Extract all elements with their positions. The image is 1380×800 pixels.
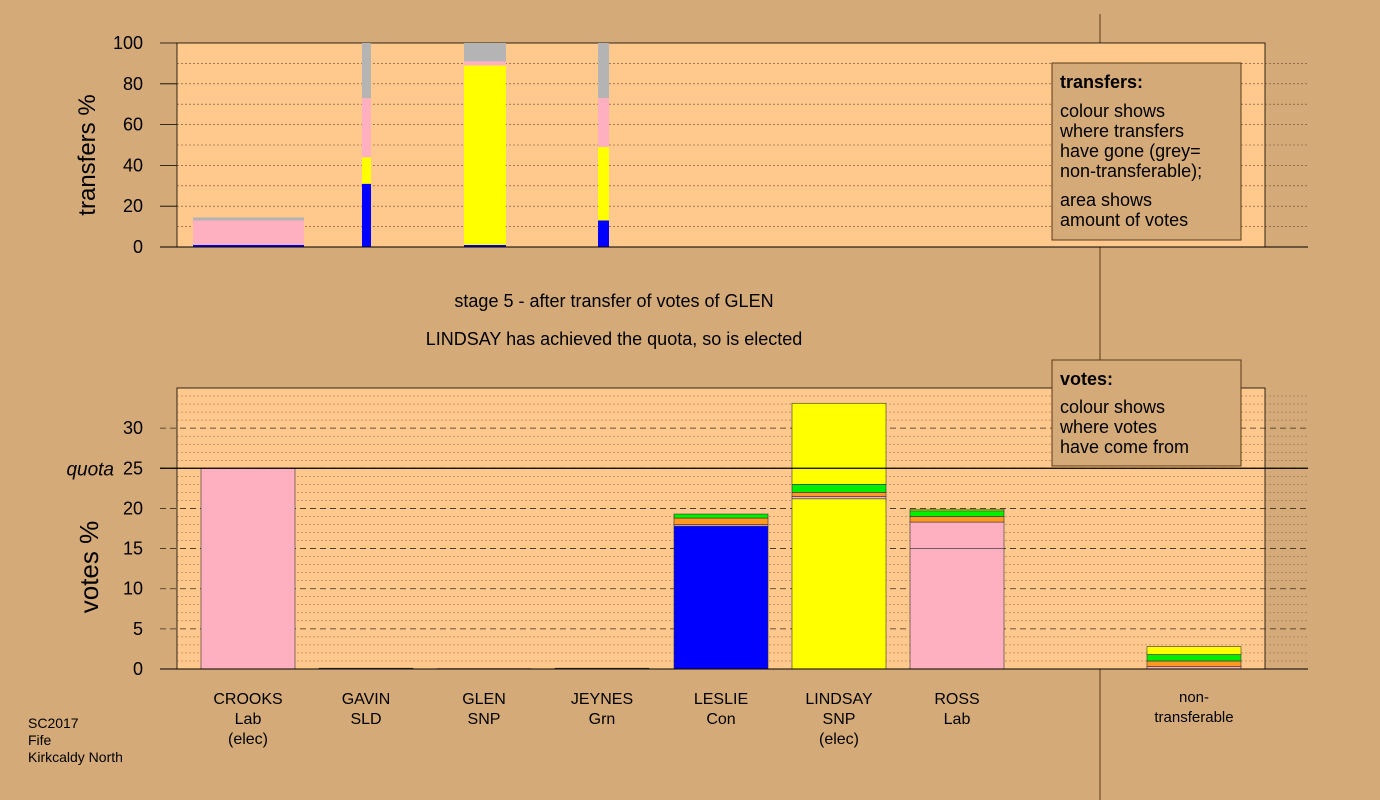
candidate-name: LESLIE [694,691,748,708]
transfer-bar-segment [464,61,506,66]
votes-bars [160,402,1308,670]
candidate-name: JEYNES [571,691,633,708]
footer: SC2017 Fife Kirkcaldy North [28,715,123,765]
vote-bar-segment [673,513,769,519]
candidate-party: Con [706,711,735,728]
transfer-bar-segment [362,183,371,247]
vote-bar-segment [909,548,1005,670]
transfers-legend-line: colour shows [1060,101,1165,121]
candidate-status: (elec) [819,731,859,748]
transfers-legend-box [1051,62,1242,241]
votes-legend: votes: colour shows where votes have com… [1051,359,1242,467]
votes-tick-label: 10 [123,579,143,599]
vote-bar-segment [909,508,1005,512]
transfer-bar-segment [193,217,304,221]
transfers-legend-line: have gone (grey= [1060,141,1201,161]
nontransferable-label: transferable [1154,709,1233,726]
candidate-labels: CROOKS Lab (elec) GAVIN SLD GLEN SNP JEYNES Grn L… [213,689,1233,748]
footer-council: Fife [28,732,52,748]
votes-y-axis-label: votes % [74,521,104,614]
transfers-legend-heading: transfers: [1060,72,1143,92]
transfer-bar-segment [362,98,371,158]
transfers-legend-line: area shows [1060,190,1152,210]
vote-bar-segment [909,516,1005,523]
votes-legend-line: where votes [1059,417,1157,437]
transfers-legend-line: where transfers [1059,121,1184,141]
vote-bar-segment [791,498,887,670]
nontransferable-bar-segment [1146,654,1242,662]
vote-bar-segment [791,484,887,493]
stage-title: stage 5 - after transfer of votes of GLE… [454,291,773,311]
transfers-tick-label: 60 [123,115,143,135]
transfers-tick-label: 20 [123,196,143,216]
vote-bar-segment [673,525,769,670]
votes-legend-box [1051,359,1242,467]
transfers-bars [160,43,1308,248]
vote-bar-segment [200,467,296,670]
transfer-bar-segment [598,43,609,99]
transfer-bar-segment [362,157,371,184]
votes-panel: 0 5 10 15 20 25 30 quota votes % CROOKS Lab (ele… [66,387,1308,748]
candidate-name: GLEN [462,691,506,708]
candidate-party: Grn [589,711,616,728]
votes-y-ticks: 0 5 10 15 20 25 30 [123,418,143,679]
transfer-bar-segment [464,65,506,245]
candidate-party: SNP [468,711,501,728]
transfer-bar-segment [362,43,371,99]
vote-bar-segment [791,402,887,485]
vote-bar-segment [909,510,1005,517]
transfer-bar-segment [193,244,304,247]
transfer-bar-segment [464,43,506,62]
stage-status: LINDSAY has achieved the quota, so is el… [426,329,803,349]
transfer-bar-segment [464,244,506,247]
transfer-bar-segment [598,220,609,247]
votes-tick-label: 25 [123,458,143,478]
transfers-legend-line: amount of votes [1060,210,1188,230]
candidate-name: LINDSAY [805,691,873,708]
transfers-y-ticks: 0 20 40 60 80 100 [113,33,177,257]
candidate-party: Lab [944,711,971,728]
nontransferable-bar-segment [1146,660,1242,667]
transfers-tick-label: 40 [123,155,143,175]
votes-tick-label: 0 [133,659,143,679]
vote-bar-segment [791,496,887,500]
vote-bar-segment [791,492,887,497]
transfers-y-axis-label: transfers % [74,94,101,215]
footer-ward: Kirkcaldy North [28,749,123,765]
votes-legend-line: colour shows [1060,397,1165,417]
transfer-bar-segment [193,220,304,245]
transfers-tick-label: 80 [123,74,143,94]
votes-legend-heading: votes: [1060,369,1113,389]
transfers-tick-label: 0 [133,237,143,257]
transfers-legend: transfers: colour shows where transfers … [1051,62,1242,241]
transfer-bar-segment [598,98,609,148]
quota-label: quota [66,459,114,480]
votes-tick-label: 15 [123,539,143,559]
votes-tick-label: 30 [123,418,143,438]
candidate-name: CROOKS [213,691,282,708]
candidate-party: SLD [350,711,381,728]
candidate-name: GAVIN [342,691,391,708]
candidate-party: SNP [823,711,856,728]
transfer-bar-segment [598,147,609,221]
footer-election: SC2017 [28,715,79,731]
candidate-name: ROSS [934,691,979,708]
nontransferable-bar-segment [1146,646,1242,655]
votes-legend-line: have come from [1060,437,1189,457]
candidate-party: Lab [235,711,262,728]
votes-tick-label: 5 [133,619,143,639]
vote-bar-segment [673,517,769,525]
votes-tick-label: 20 [123,498,143,518]
candidate-status: (elec) [228,731,268,748]
transfers-legend-line: non-transferable); [1060,161,1202,181]
nontransferable-label: non- [1179,689,1209,706]
vote-bar-segment [909,521,1005,549]
transfers-tick-label: 100 [113,33,143,53]
